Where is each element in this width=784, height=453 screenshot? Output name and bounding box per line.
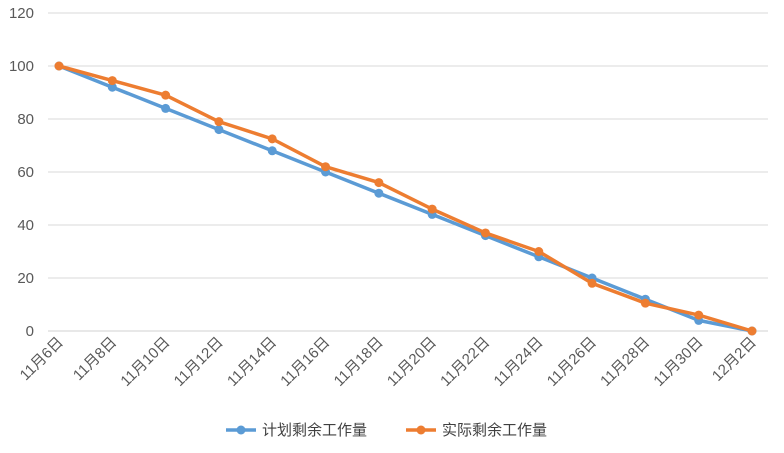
legend-marker xyxy=(236,425,246,435)
x-tick-label: 11月8日 xyxy=(70,334,120,384)
series-planned xyxy=(54,61,757,336)
x-tick-label: 11月22日 xyxy=(437,334,493,390)
data-point xyxy=(107,76,117,86)
x-tick-label: 11月10日 xyxy=(117,334,173,390)
y-tick-label: 20 xyxy=(17,270,34,287)
data-point xyxy=(161,90,171,100)
data-point xyxy=(587,278,597,288)
x-axis-tick-labels: 11月6日 11月8日11月10日11月12日11月14日11月16日11月18日… xyxy=(17,334,760,390)
data-point xyxy=(107,82,117,92)
legend-item: 实际剩余工作量 xyxy=(406,421,547,439)
data-point xyxy=(374,188,384,198)
x-tick-label: 11月14日 xyxy=(224,334,280,390)
series-line xyxy=(57,64,754,333)
legend-marker xyxy=(416,425,426,435)
data-point xyxy=(161,103,171,113)
x-tick-label: 11月6日 xyxy=(17,334,67,384)
x-tick-label: 12月2日 xyxy=(709,334,760,385)
x-tick-label: 11月30日 xyxy=(650,334,706,390)
data-point xyxy=(54,61,64,71)
legend-item: 计划剩余工作量 xyxy=(226,421,367,439)
legend-label: 计划剩余工作量 xyxy=(262,421,367,439)
y-axis-tick-labels: 0 20 40 60 80 100 120 xyxy=(9,5,34,340)
y-tick-label: 0 xyxy=(26,323,34,340)
y-tick-label: 120 xyxy=(9,5,34,22)
data-point xyxy=(427,204,437,214)
x-tick-label: 11月12日 xyxy=(171,334,227,390)
data-point xyxy=(640,298,650,308)
y-tick-label: 40 xyxy=(17,217,34,234)
x-tick-label: 11月24日 xyxy=(491,334,547,390)
data-point xyxy=(694,310,704,320)
data-point xyxy=(480,228,490,238)
data-point xyxy=(534,247,544,256)
x-tick-label: 11月20日 xyxy=(384,334,440,390)
data-point xyxy=(214,125,224,135)
x-tick-label: 11月26日 xyxy=(544,334,600,390)
legend: 计划剩余工作量 实际剩余工作量 xyxy=(226,421,547,439)
y-tick-label: 80 xyxy=(17,111,34,128)
x-tick-label: 11月28日 xyxy=(597,334,653,390)
data-point xyxy=(374,178,384,188)
data-point xyxy=(321,162,331,172)
data-point xyxy=(267,146,277,156)
data-point xyxy=(267,134,277,144)
legend-label: 实际剩余工作量 xyxy=(442,421,547,439)
series-group xyxy=(54,61,757,336)
data-point xyxy=(214,117,224,127)
y-tick-label: 60 xyxy=(17,164,34,181)
data-point xyxy=(747,326,757,336)
x-tick-label: 11月18日 xyxy=(331,334,387,390)
y-tick-label: 100 xyxy=(9,58,34,75)
series-line xyxy=(57,64,754,333)
x-tick-label: 11月16日 xyxy=(277,334,333,390)
series-actual xyxy=(54,61,757,336)
grid-lines xyxy=(48,12,768,332)
